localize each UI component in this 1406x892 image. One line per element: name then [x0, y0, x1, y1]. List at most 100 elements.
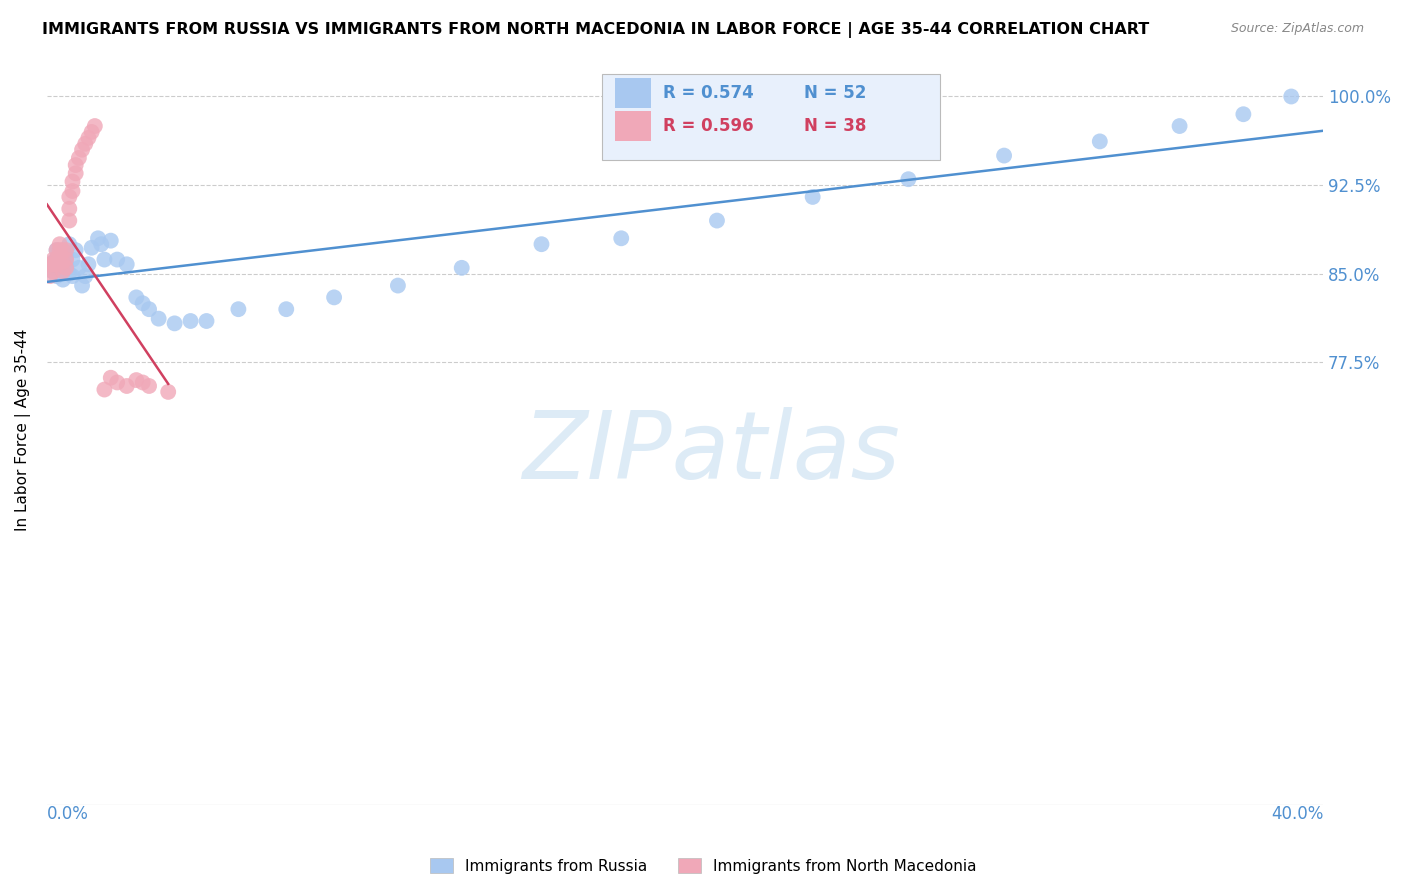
FancyBboxPatch shape	[602, 74, 941, 161]
Point	[42, 255, 65, 269]
Point	[323, 290, 346, 304]
Point	[157, 384, 180, 399]
Point	[48, 237, 70, 252]
Point	[65, 158, 87, 172]
Text: R = 0.574: R = 0.574	[664, 84, 754, 102]
Point	[58, 202, 80, 216]
Y-axis label: In Labor Force | Age 35-44: In Labor Force | Age 35-44	[15, 329, 31, 532]
Point	[75, 269, 97, 284]
Point	[93, 383, 115, 397]
Point	[62, 252, 84, 267]
Text: Source: ZipAtlas.com: Source: ZipAtlas.com	[1230, 22, 1364, 36]
Point	[87, 231, 110, 245]
Point	[801, 190, 824, 204]
Point	[610, 231, 633, 245]
Point	[180, 314, 202, 328]
Point	[115, 257, 138, 271]
Point	[52, 273, 75, 287]
Point	[45, 243, 67, 257]
Point	[115, 379, 138, 393]
Point	[1232, 107, 1254, 121]
Point	[45, 257, 67, 271]
Point	[131, 376, 153, 390]
Point	[1168, 119, 1191, 133]
Point	[55, 243, 77, 257]
Point	[42, 264, 65, 278]
Point	[105, 376, 128, 390]
Point	[80, 125, 103, 139]
Point	[58, 190, 80, 204]
Point	[83, 119, 105, 133]
Text: IMMIGRANTS FROM RUSSIA VS IMMIGRANTS FROM NORTH MACEDONIA IN LABOR FORCE | AGE 3: IMMIGRANTS FROM RUSSIA VS IMMIGRANTS FRO…	[42, 22, 1150, 38]
Point	[1279, 89, 1302, 103]
Point	[55, 257, 77, 271]
Text: 40.0%: 40.0%	[1271, 805, 1323, 823]
Point	[42, 257, 65, 271]
Point	[45, 252, 67, 267]
Point	[80, 241, 103, 255]
Point	[387, 278, 409, 293]
Point	[125, 373, 148, 387]
Point	[131, 296, 153, 310]
Point	[450, 260, 472, 275]
Point	[48, 243, 70, 257]
Point	[67, 151, 90, 165]
Point	[70, 143, 93, 157]
Point	[530, 237, 553, 252]
Point	[62, 269, 84, 284]
Point	[52, 264, 75, 278]
Point	[93, 252, 115, 267]
Legend: Immigrants from Russia, Immigrants from North Macedonia: Immigrants from Russia, Immigrants from …	[423, 852, 983, 880]
Point	[75, 136, 97, 151]
Point	[65, 166, 87, 180]
Point	[70, 278, 93, 293]
Text: N = 52: N = 52	[804, 84, 866, 102]
Point	[228, 302, 250, 317]
Point	[125, 290, 148, 304]
Point	[58, 213, 80, 227]
Point	[58, 237, 80, 252]
Point	[55, 249, 77, 263]
Point	[100, 370, 122, 384]
Point	[39, 269, 62, 284]
Point	[90, 237, 112, 252]
Bar	[614, 78, 651, 108]
Point	[48, 249, 70, 263]
Point	[105, 252, 128, 267]
Point	[42, 260, 65, 275]
Text: ZIPatlas: ZIPatlas	[522, 408, 900, 499]
Point	[67, 260, 90, 275]
Point	[706, 213, 728, 227]
Point	[39, 257, 62, 271]
Point	[77, 131, 100, 145]
Point	[138, 379, 160, 393]
Point	[52, 243, 75, 257]
Point	[55, 252, 77, 267]
Point	[48, 249, 70, 263]
Point	[65, 243, 87, 257]
Point	[45, 243, 67, 257]
Point	[163, 317, 186, 331]
Point	[62, 184, 84, 198]
Point	[62, 175, 84, 189]
Point	[48, 260, 70, 274]
Point	[52, 255, 75, 269]
Point	[148, 311, 170, 326]
Point	[100, 234, 122, 248]
Point	[993, 148, 1015, 162]
Point	[276, 302, 298, 317]
Point	[77, 257, 100, 271]
Point	[45, 252, 67, 267]
Point	[58, 267, 80, 281]
Point	[897, 172, 920, 186]
Point	[39, 263, 62, 277]
Point	[195, 314, 218, 328]
Text: N = 38: N = 38	[804, 118, 866, 136]
Point	[52, 245, 75, 260]
Point	[1088, 135, 1111, 149]
Point	[55, 260, 77, 275]
Point	[138, 302, 160, 317]
Point	[45, 269, 67, 284]
Bar	[614, 112, 651, 142]
Text: 0.0%: 0.0%	[46, 805, 89, 823]
